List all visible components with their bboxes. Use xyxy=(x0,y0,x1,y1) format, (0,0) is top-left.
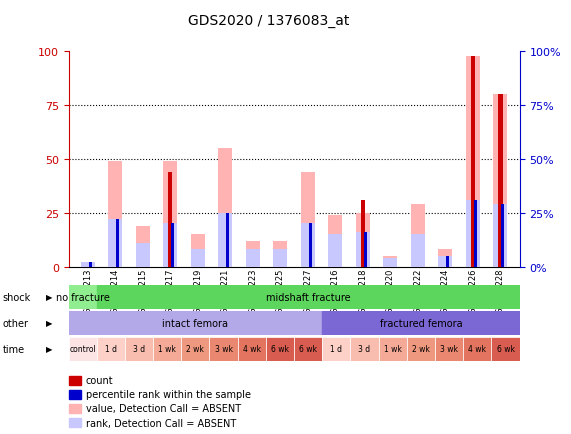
Text: other: other xyxy=(3,318,29,328)
Bar xyxy=(69,311,322,335)
Bar xyxy=(81,263,95,267)
Bar xyxy=(439,250,452,267)
Bar xyxy=(246,250,260,267)
Text: 3 d: 3 d xyxy=(359,345,371,354)
Bar xyxy=(364,233,367,267)
Text: time: time xyxy=(3,344,25,354)
Bar xyxy=(411,204,425,267)
Bar xyxy=(163,224,177,267)
Text: shock: shock xyxy=(3,292,31,302)
Text: 3 wk: 3 wk xyxy=(215,345,232,354)
Text: ▶: ▶ xyxy=(46,319,53,328)
Bar xyxy=(294,337,322,361)
Bar xyxy=(498,95,502,267)
Bar xyxy=(163,161,177,267)
Bar xyxy=(466,201,480,267)
Text: no fracture: no fracture xyxy=(56,292,110,302)
Bar xyxy=(219,149,232,267)
Text: 4 wk: 4 wk xyxy=(243,345,261,354)
Bar xyxy=(96,337,125,361)
Bar xyxy=(266,337,294,361)
Text: ▶: ▶ xyxy=(46,293,53,302)
Bar xyxy=(447,256,449,267)
Bar xyxy=(168,172,172,267)
Bar xyxy=(69,404,81,413)
Bar xyxy=(411,235,425,267)
Text: GDS2020 / 1376083_at: GDS2020 / 1376083_at xyxy=(188,14,350,28)
Text: control: control xyxy=(69,345,96,354)
Bar xyxy=(238,337,266,361)
Bar xyxy=(171,224,174,267)
Text: fractured femora: fractured femora xyxy=(380,318,463,328)
Bar xyxy=(274,241,287,267)
Bar xyxy=(328,215,342,267)
Bar xyxy=(191,250,204,267)
Bar xyxy=(322,311,520,335)
Bar xyxy=(435,337,463,361)
Bar xyxy=(274,250,287,267)
Text: 4 wk: 4 wk xyxy=(468,345,486,354)
Bar xyxy=(361,201,365,267)
Text: ▶: ▶ xyxy=(46,345,53,354)
Text: value, Detection Call = ABSENT: value, Detection Call = ABSENT xyxy=(86,404,241,414)
Bar xyxy=(69,376,81,385)
Text: percentile rank within the sample: percentile rank within the sample xyxy=(86,389,251,399)
Bar xyxy=(384,258,397,267)
Bar xyxy=(136,226,150,267)
Bar xyxy=(493,204,507,267)
Bar xyxy=(379,337,407,361)
Bar xyxy=(493,95,507,267)
Text: 1 d: 1 d xyxy=(105,345,117,354)
Bar xyxy=(226,213,230,267)
Bar xyxy=(116,220,119,267)
Text: 6 wk: 6 wk xyxy=(299,345,317,354)
Text: intact femora: intact femora xyxy=(162,318,228,328)
Text: 3 d: 3 d xyxy=(133,345,145,354)
Bar xyxy=(89,263,92,267)
Text: 1 d: 1 d xyxy=(331,345,343,354)
Bar xyxy=(69,285,96,309)
Bar xyxy=(384,256,397,267)
Bar xyxy=(351,337,379,361)
Text: 2 wk: 2 wk xyxy=(412,345,430,354)
Bar xyxy=(153,337,182,361)
Bar xyxy=(474,201,477,267)
Bar xyxy=(501,204,504,267)
Text: 6 wk: 6 wk xyxy=(497,345,514,354)
Bar xyxy=(407,337,435,361)
Text: rank, Detection Call = ABSENT: rank, Detection Call = ABSENT xyxy=(86,418,236,427)
Bar xyxy=(210,337,238,361)
Text: 6 wk: 6 wk xyxy=(271,345,289,354)
Bar xyxy=(466,56,480,267)
Text: 1 wk: 1 wk xyxy=(384,345,401,354)
Bar xyxy=(463,337,492,361)
Bar xyxy=(301,172,315,267)
Bar xyxy=(69,390,81,399)
Text: midshaft fracture: midshaft fracture xyxy=(266,292,351,302)
Bar xyxy=(322,337,351,361)
Bar xyxy=(69,337,96,361)
Bar xyxy=(492,337,520,361)
Bar xyxy=(356,233,369,267)
Bar xyxy=(328,235,342,267)
Text: 1 wk: 1 wk xyxy=(158,345,176,354)
Bar xyxy=(191,235,204,267)
Bar xyxy=(301,224,315,267)
Bar xyxy=(182,337,210,361)
Bar xyxy=(246,241,260,267)
Bar xyxy=(69,418,81,427)
Text: 2 wk: 2 wk xyxy=(187,345,204,354)
Text: 3 wk: 3 wk xyxy=(440,345,458,354)
Bar xyxy=(81,263,95,267)
Bar xyxy=(125,337,153,361)
Text: count: count xyxy=(86,375,113,385)
Bar xyxy=(309,224,312,267)
Bar xyxy=(356,213,369,267)
Bar xyxy=(219,213,232,267)
Bar xyxy=(108,161,122,267)
Bar xyxy=(108,220,122,267)
Bar xyxy=(136,243,150,267)
Bar xyxy=(439,256,452,267)
Bar xyxy=(471,56,475,267)
